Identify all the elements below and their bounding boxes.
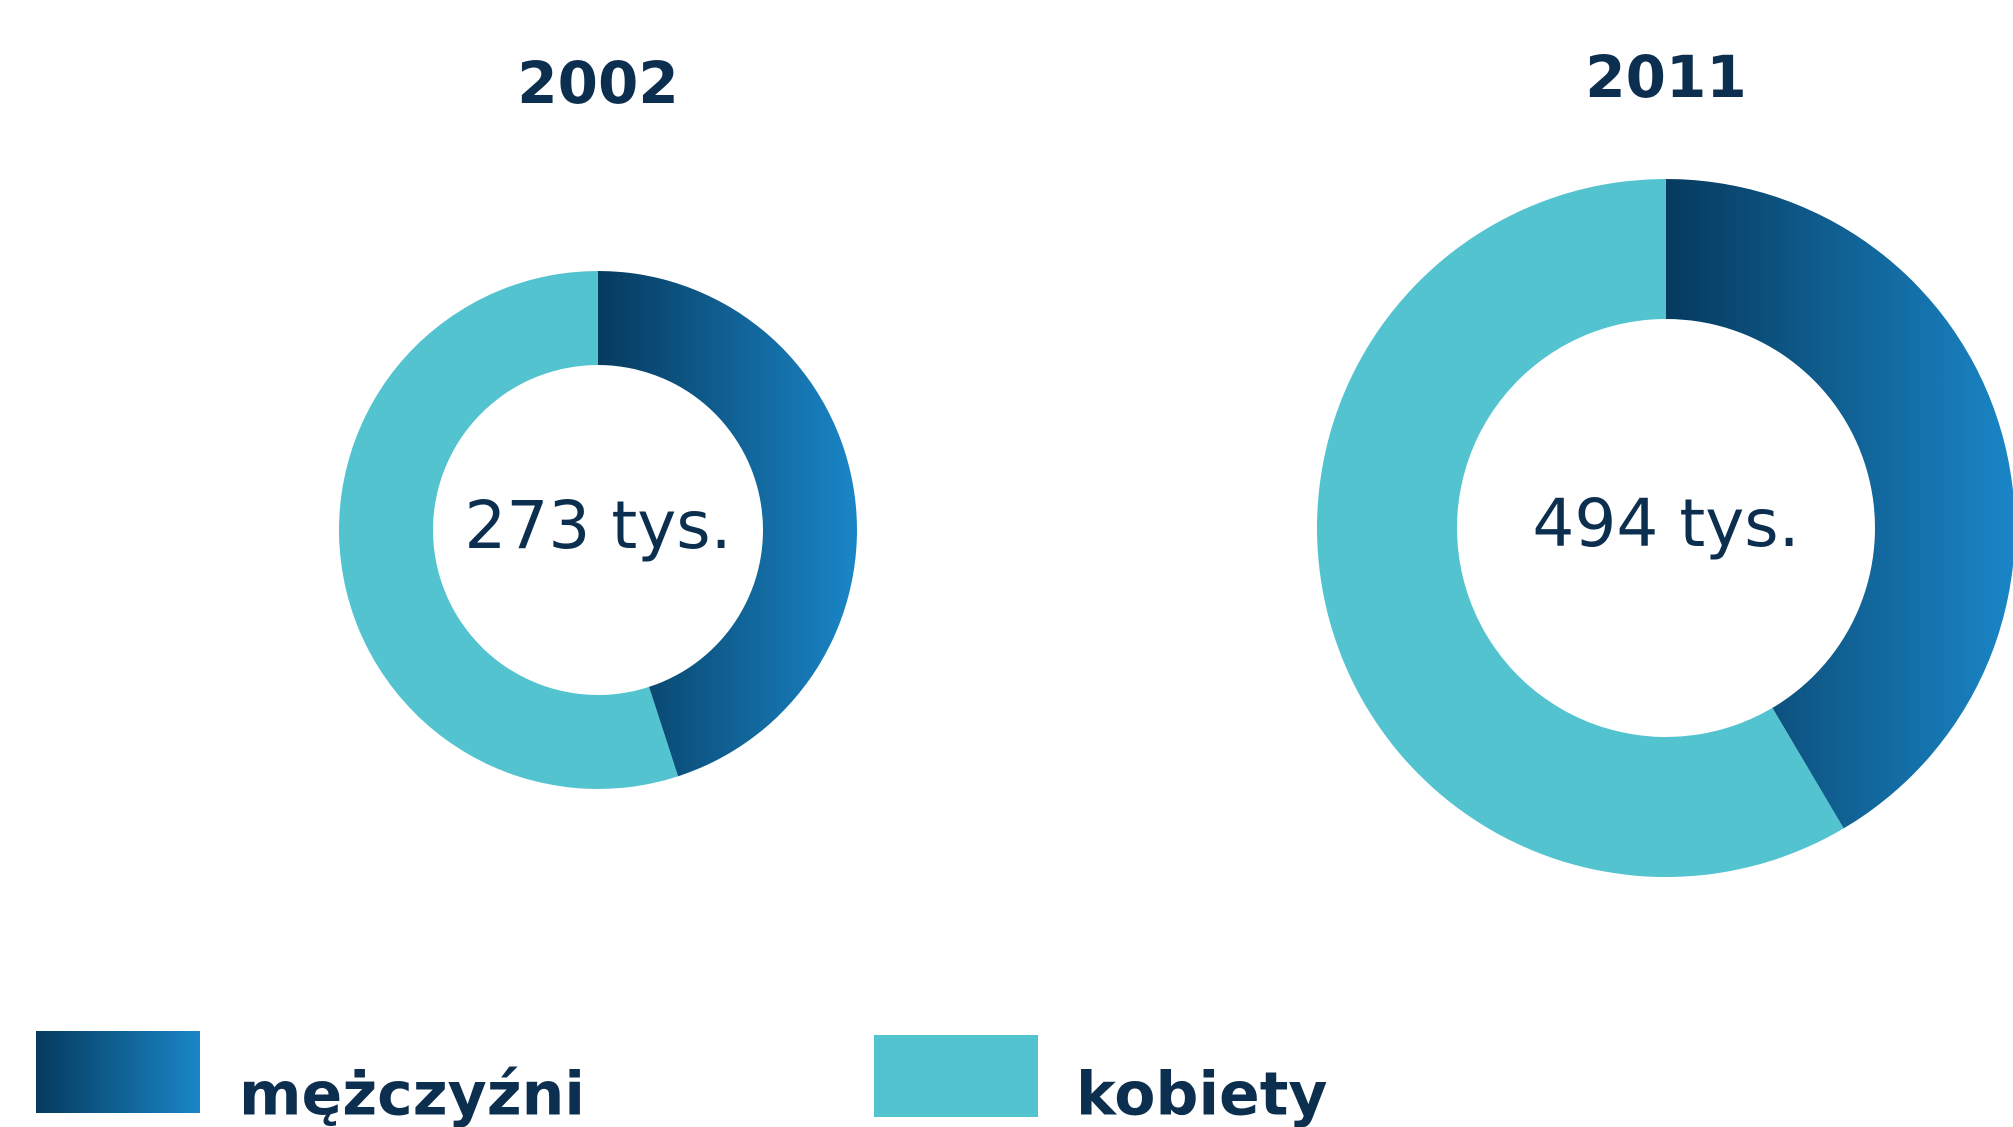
chart-title: 2002	[517, 49, 678, 117]
donut-segment	[1666, 179, 2013, 829]
center-label: 494 tys.	[1532, 485, 1799, 562]
center-label: 273 tys.	[464, 487, 731, 564]
donut-segment	[598, 271, 857, 777]
legend-swatch	[36, 1031, 200, 1113]
legend-swatch	[874, 1035, 1038, 1117]
legend-label: mężczyźni	[239, 1060, 585, 1127]
chart-title: 2011	[1585, 43, 1746, 111]
donut-segment	[338, 271, 679, 790]
legend-label: kobiety	[1076, 1060, 1328, 1127]
donut-segment	[1317, 179, 1844, 877]
